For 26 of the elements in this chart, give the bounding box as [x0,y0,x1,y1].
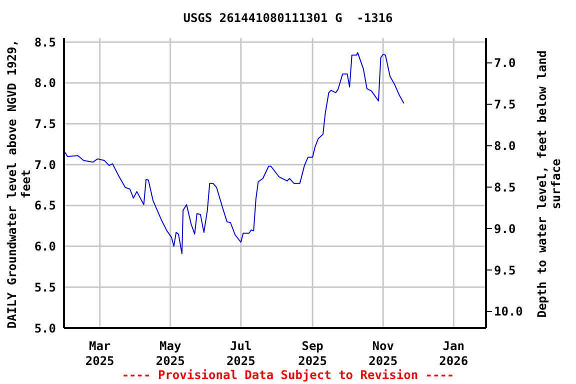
y-tick-label: 8.5 [34,35,56,50]
y-tick-label: 5.5 [34,280,56,294]
y2-tick-label: 8.5 [494,180,516,194]
x-tick-label: Jul 2025 [226,339,256,368]
y2-tick-label: 9.5 [494,263,516,278]
x-tick-label: May 2025 [156,339,185,368]
chart-title: USGS 261441080111301 G -1316 [182,11,394,25]
y-tick-label: 6.0 [34,240,56,254]
y2-tick-label: 9.0 [494,222,516,236]
y-tick-label: 5.0 [34,321,56,336]
line-series [64,52,404,254]
y-axis-title: DAILY Groundwater level above NGVD 1929, feet [5,38,34,330]
y-tick-label: 7.5 [34,117,56,132]
y2-axis-title: Depth to water level, feet below land surface [535,49,564,320]
x-tick-label: Nov 2025 [368,339,398,368]
text: ---- Provisional Data Subject to Revision ---- [120,368,456,382]
x-tick-label: Jan 2026 [439,339,468,368]
y2-tick-label: 7.5 [494,98,516,112]
x-tick-label: Mar 2025 [85,339,114,368]
y-tick-label: 8.0 [34,76,56,90]
y-tick-label: 7.0 [34,158,56,172]
y2-tick-label: 7.0 [494,56,516,70]
y-tick-label: 6.5 [34,198,56,213]
y2-tick-label: 10.0 [494,304,523,319]
x-tick-label: Sep 2025 [298,339,328,368]
y2-tick-label: 8.0 [494,138,516,153]
